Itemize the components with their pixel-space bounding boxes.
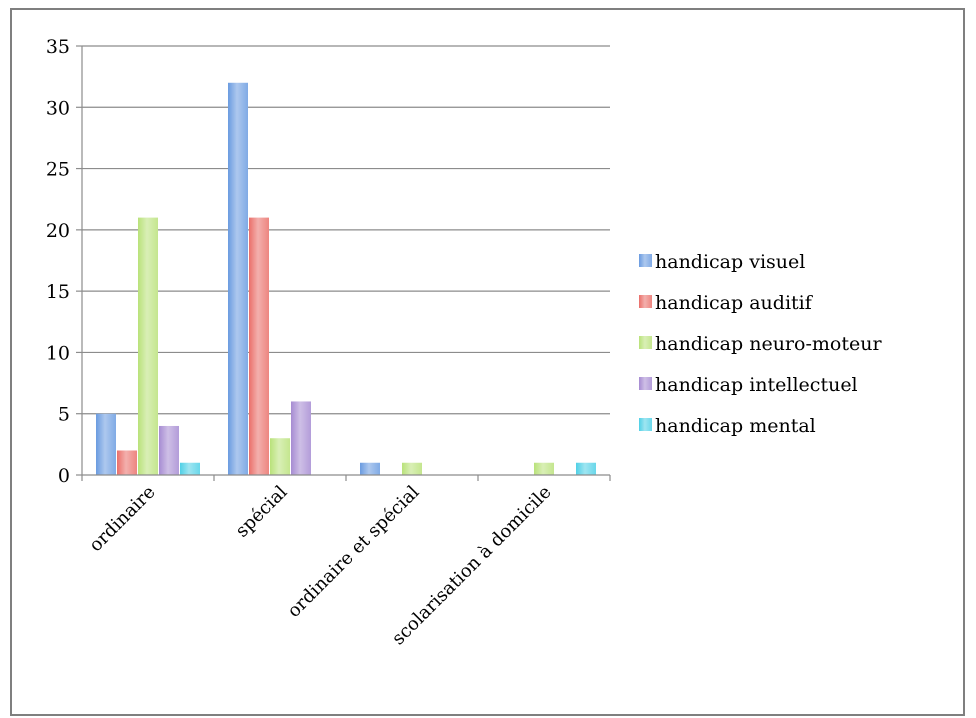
x-category-label: ordinaire: [85, 482, 159, 556]
axes: [76, 45, 611, 481]
legend-swatch: [639, 295, 652, 308]
x-category-label: ordinaire et spécial: [283, 482, 423, 622]
bar: [180, 462, 200, 475]
bar: [402, 462, 422, 475]
bar: [576, 462, 596, 475]
y-tick-label: 10: [46, 342, 70, 364]
y-tick-label: 0: [58, 465, 70, 487]
legend-label: handicap neuro-moteur: [655, 333, 882, 355]
gridlines: [82, 45, 610, 415]
bar: [117, 450, 137, 475]
x-category-label: spécial: [232, 482, 292, 542]
y-tick-label: 5: [58, 404, 70, 426]
chart-frame: [10, 8, 965, 716]
bar: [138, 217, 158, 475]
legend-swatch: [639, 418, 652, 431]
y-tick-label: 35: [46, 36, 70, 58]
bar: [249, 217, 269, 475]
y-tick-label: 20: [46, 220, 70, 242]
legend-label: handicap visuel: [655, 251, 805, 273]
bar: [228, 82, 248, 476]
y-axis-ticks: 0 5 10 15 20 25 30 35: [46, 36, 70, 487]
legend-swatch: [639, 336, 652, 349]
bar: [270, 438, 290, 475]
legend-swatch: [639, 254, 652, 267]
bars: [96, 82, 596, 476]
bar: [360, 462, 380, 475]
legend: handicap visuel handicap auditif handicap …: [639, 251, 882, 437]
legend-label: handicap intellectuel: [655, 374, 858, 396]
y-tick-label: 15: [46, 281, 70, 303]
bar: [291, 401, 311, 475]
bar: [159, 425, 179, 475]
y-tick-label: 30: [46, 97, 70, 119]
legend-label: handicap auditif: [655, 292, 814, 314]
y-tick-label: 25: [46, 159, 70, 181]
bar: [534, 462, 554, 475]
legend-swatch: [639, 377, 652, 390]
bar: [96, 413, 116, 475]
legend-label: handicap mental: [655, 415, 816, 437]
